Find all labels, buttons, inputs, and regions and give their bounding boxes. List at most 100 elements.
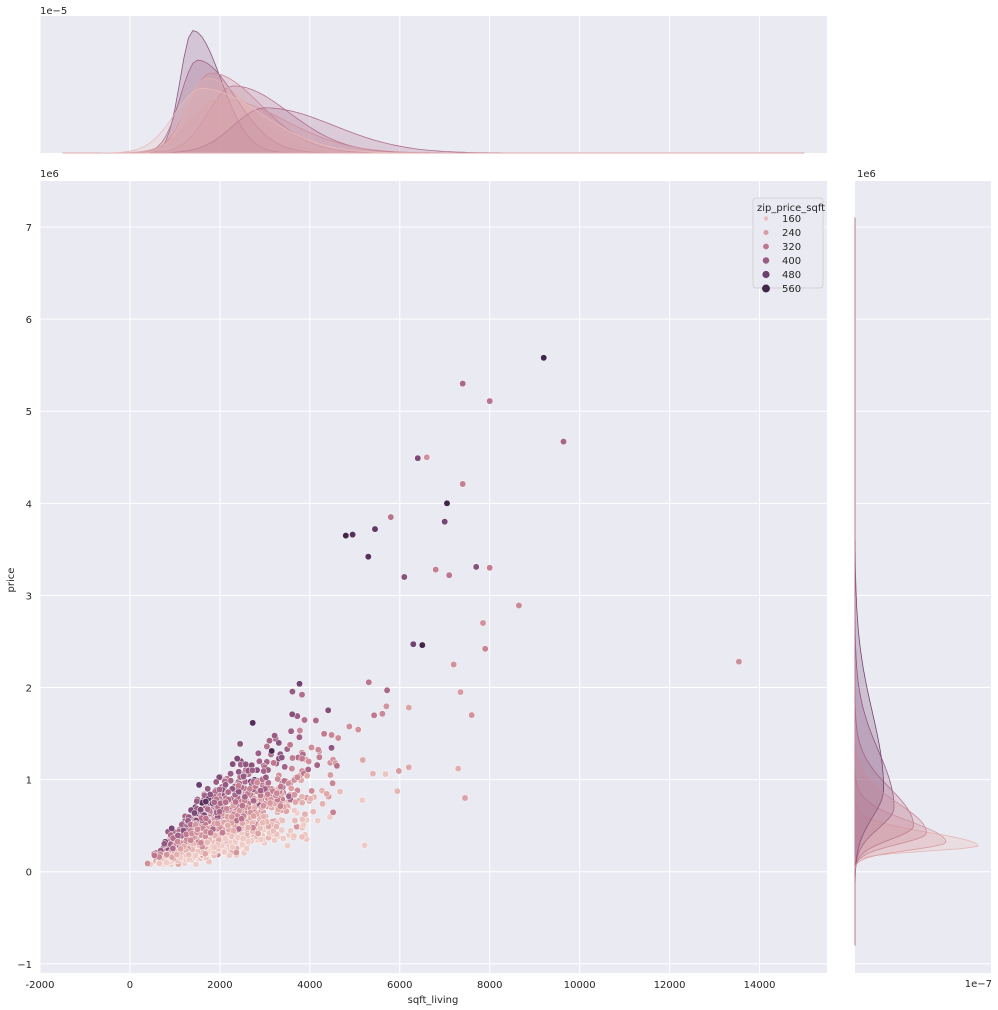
scatter-point — [204, 785, 212, 793]
scatter-point — [441, 518, 449, 526]
scatter-point — [383, 686, 391, 694]
legend-marker — [763, 216, 769, 221]
scatter-point — [204, 805, 212, 813]
scatter-point — [255, 757, 263, 765]
scatter-point — [241, 793, 249, 801]
scatter-point — [202, 815, 210, 822]
scatter-point — [349, 531, 357, 539]
scatter-point — [290, 806, 298, 814]
scatter-point — [309, 808, 317, 816]
scatter-point — [216, 808, 223, 816]
scatter-point — [295, 733, 303, 741]
scatter-point — [229, 760, 237, 768]
scatter-point — [365, 678, 373, 686]
scatter-point — [371, 525, 379, 533]
scatter-point — [185, 851, 193, 859]
scatter-point — [240, 772, 248, 780]
scatter-point — [250, 812, 257, 820]
x-axis-label: sqft_living — [408, 995, 459, 1006]
scatter-point — [423, 453, 431, 461]
scatter-point — [254, 830, 262, 837]
scatter-point — [315, 753, 323, 761]
scatter-point — [238, 815, 246, 823]
legend-label: 320 — [782, 242, 801, 253]
scatter-point — [454, 765, 462, 773]
x-tick-label: 2000 — [207, 980, 232, 991]
scatter-point — [328, 744, 335, 752]
scatter-point — [187, 836, 195, 844]
scatter-point — [155, 860, 163, 867]
scatter-point — [361, 841, 369, 849]
scatter-point — [459, 380, 467, 388]
scatter-point — [169, 844, 177, 852]
scatter-point — [266, 737, 273, 745]
scatter-point — [308, 744, 315, 751]
scatter-point — [298, 793, 306, 801]
scatter-point — [320, 730, 328, 738]
scatter-point — [194, 825, 201, 833]
scatter-point — [329, 808, 337, 816]
scatter-point — [182, 830, 190, 838]
legend-label: 480 — [782, 270, 801, 281]
scatter-point — [168, 824, 176, 832]
scatter-point — [232, 849, 240, 857]
scatter-point — [253, 779, 261, 787]
scatter-point — [387, 513, 395, 521]
scatter-point — [160, 840, 168, 848]
scatter-point — [369, 770, 377, 778]
scatter-point — [515, 602, 523, 609]
scatter-point — [228, 843, 236, 851]
scatter-point — [334, 734, 342, 742]
scatter-point — [206, 791, 214, 798]
x-tick-label: -2000 — [25, 980, 54, 991]
scatter-point — [222, 798, 230, 806]
scatter-point — [262, 773, 270, 781]
scatter-point — [219, 829, 226, 837]
y-tick-label: 4 — [26, 499, 32, 510]
scatter-point — [479, 619, 487, 627]
scatter-point — [174, 838, 182, 846]
scatter-point — [248, 766, 256, 774]
scatter-bulk-points — [144, 678, 413, 868]
scatter-point — [291, 817, 299, 825]
y-tick-label: 0 — [26, 868, 32, 879]
top-marginal-axes — [40, 16, 827, 153]
scatter-point — [326, 813, 334, 821]
scatter-point — [298, 755, 306, 763]
scatter-point — [289, 754, 296, 762]
scatter-point — [268, 747, 276, 755]
scatter-point — [214, 820, 222, 828]
scatter-point — [263, 743, 271, 750]
scatter-point — [354, 726, 362, 734]
scatter-point — [228, 813, 236, 821]
y-tick-label: 6 — [26, 315, 32, 326]
scatter-point — [296, 680, 303, 688]
scatter-point — [288, 710, 296, 718]
right-marginal-offset-label: 1e6 — [857, 169, 876, 180]
scatter-point — [227, 777, 235, 785]
scatter-point — [259, 802, 267, 810]
scatter-point — [304, 766, 312, 773]
scatter-point — [259, 819, 267, 827]
scatter-point — [246, 785, 254, 793]
scatter-point — [318, 787, 326, 795]
scatter-point — [445, 571, 453, 579]
y-offset-label: 1e6 — [40, 169, 59, 180]
scatter-point — [414, 454, 422, 462]
scatter-point — [418, 641, 426, 649]
scatter-point — [472, 563, 480, 571]
scatter-point — [235, 782, 242, 790]
scatter-point — [264, 790, 272, 798]
right-marginal-gridlines — [855, 226, 991, 965]
legend-title: zip_price_sqft — [757, 203, 825, 214]
scatter-point — [201, 850, 209, 858]
scatter-point — [288, 688, 296, 696]
scatter-point — [298, 691, 306, 699]
y-tick-label: 1 — [26, 776, 32, 787]
scatter-point — [342, 532, 350, 540]
scatter-point — [222, 781, 229, 789]
scatter-point — [220, 848, 228, 856]
scatter-point — [457, 688, 464, 696]
scatter-point — [273, 789, 281, 797]
